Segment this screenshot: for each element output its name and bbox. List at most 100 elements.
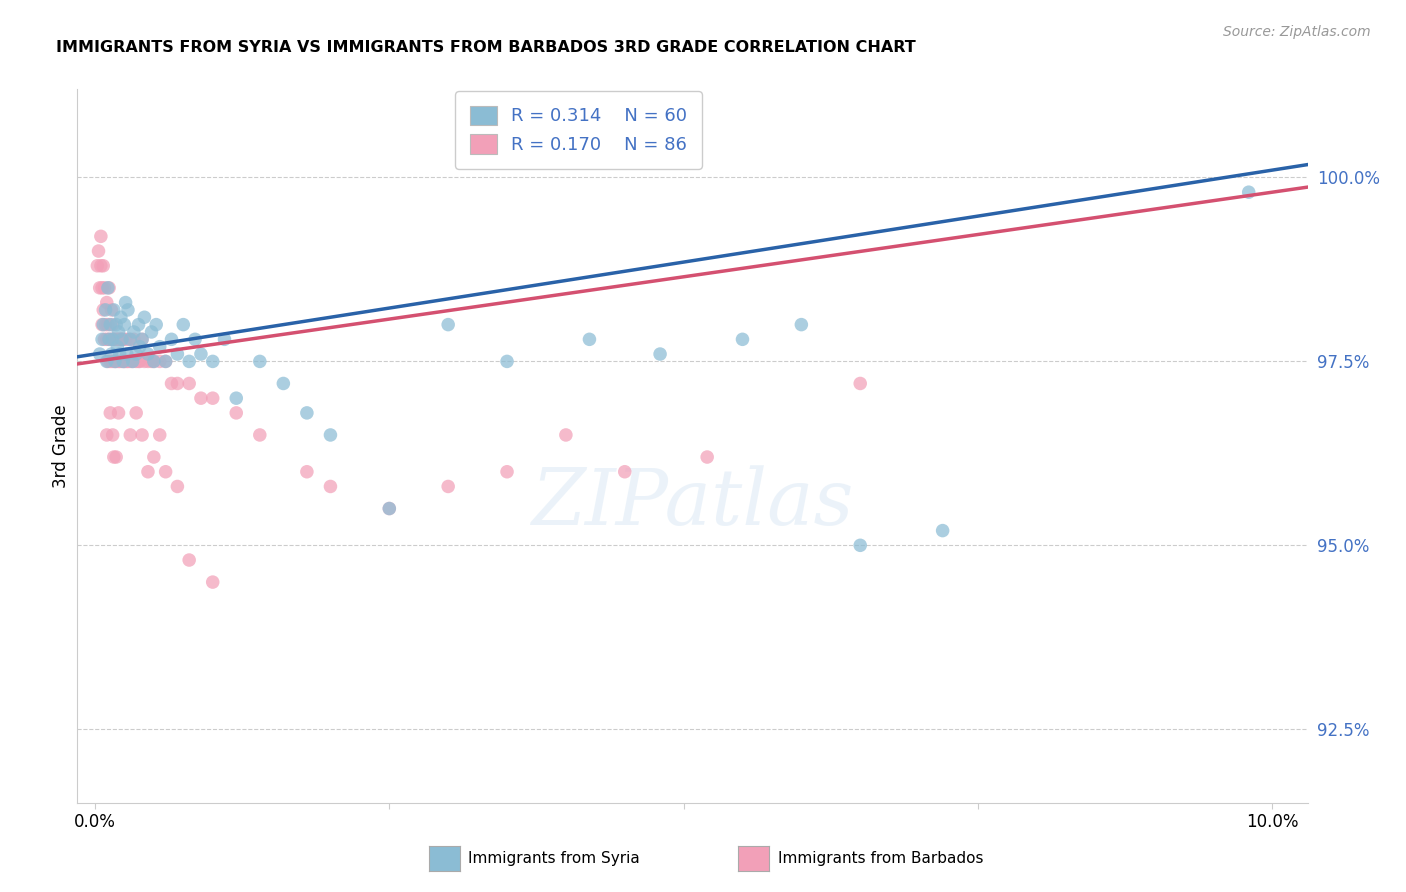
Point [437, 318, 460, 332]
Point [120, 354, 142, 368]
Point [114, 295, 136, 310]
Point [100, 347, 122, 361]
Point [98, 281, 121, 295]
Point [94, 318, 117, 332]
Point [131, 332, 153, 346]
Point [125, 347, 148, 361]
Point [108, 354, 131, 368]
Point [134, 354, 156, 368]
Point [105, 318, 128, 332]
Point [136, 347, 159, 361]
Point [87, 244, 110, 258]
Point [91, 318, 114, 332]
Point [97, 318, 120, 332]
Point [97, 281, 120, 295]
Point [849, 538, 872, 552]
Point [249, 428, 271, 442]
Point [155, 465, 177, 479]
Point [225, 406, 247, 420]
Point [112, 332, 135, 346]
Point [155, 354, 177, 368]
Point [190, 391, 212, 405]
Point [105, 332, 128, 346]
Point [91, 259, 114, 273]
Point [319, 428, 342, 442]
Point [149, 340, 172, 354]
Point [1237, 185, 1260, 199]
Point [107, 354, 129, 368]
Point [108, 347, 131, 361]
Y-axis label: 3rd Grade: 3rd Grade [52, 404, 70, 488]
Point [91, 318, 114, 332]
Point [166, 347, 188, 361]
Point [166, 376, 188, 391]
Point [91, 302, 114, 317]
Point [849, 376, 872, 391]
Point [201, 354, 224, 368]
Point [100, 302, 122, 317]
Point [111, 354, 134, 368]
Point [578, 332, 600, 346]
Point [115, 347, 138, 361]
Point [94, 302, 117, 317]
Point [96, 332, 118, 346]
Text: Immigrants from Syria: Immigrants from Syria [468, 851, 640, 865]
Point [114, 332, 136, 346]
Point [101, 318, 124, 332]
Point [190, 347, 212, 361]
Point [98, 318, 121, 332]
Point [731, 332, 754, 346]
Point [112, 318, 135, 332]
Point [141, 354, 163, 368]
Point [112, 354, 135, 368]
Point [179, 553, 201, 567]
Text: IMMIGRANTS FROM SYRIA VS IMMIGRANTS FROM BARBADOS 3RD GRADE CORRELATION CHART: IMMIGRANTS FROM SYRIA VS IMMIGRANTS FROM… [56, 40, 915, 55]
Point [117, 354, 139, 368]
Point [110, 332, 132, 346]
Point [273, 376, 295, 391]
Point [201, 575, 224, 590]
Point [120, 428, 142, 442]
Point [118, 332, 141, 346]
Point [89, 281, 111, 295]
Point [128, 354, 150, 368]
Point [91, 281, 114, 295]
Point [378, 501, 401, 516]
Point [90, 259, 112, 273]
Point [120, 332, 142, 346]
Point [134, 310, 156, 325]
Point [125, 406, 148, 420]
Point [214, 332, 236, 346]
Text: ZIPatlas: ZIPatlas [531, 465, 853, 541]
Point [103, 332, 125, 346]
Point [249, 354, 271, 368]
Point [98, 354, 121, 368]
Point [496, 465, 519, 479]
Point [931, 524, 953, 538]
Point [97, 354, 120, 368]
Point [103, 302, 125, 317]
Point [96, 295, 118, 310]
Point [378, 501, 401, 516]
Text: Source: ZipAtlas.com: Source: ZipAtlas.com [1223, 25, 1371, 39]
Point [131, 332, 153, 346]
Point [103, 450, 125, 464]
Point [141, 325, 163, 339]
Point [155, 354, 177, 368]
Point [101, 332, 124, 346]
Point [93, 332, 115, 346]
Point [100, 332, 122, 346]
Point [90, 229, 112, 244]
Point [696, 450, 718, 464]
Point [91, 332, 114, 346]
Point [160, 376, 183, 391]
Point [295, 465, 318, 479]
Point [131, 428, 153, 442]
Point [121, 354, 143, 368]
Point [98, 406, 121, 420]
Point [225, 391, 247, 405]
Point [107, 332, 129, 346]
Point [136, 465, 159, 479]
Point [437, 479, 460, 493]
Point [160, 332, 183, 346]
